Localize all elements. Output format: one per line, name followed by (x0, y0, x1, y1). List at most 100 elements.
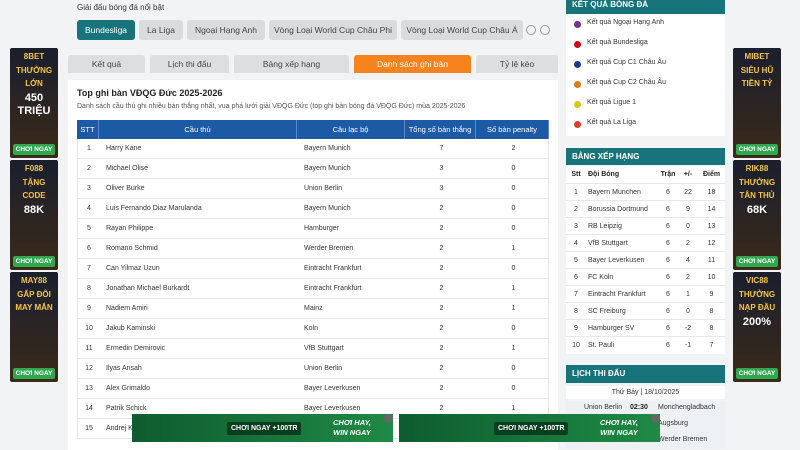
cell: Borussia Dortmund (588, 206, 648, 213)
results-header: KẾT QUẢ BÓNG ĐÁ (566, 0, 725, 14)
cell: Bayer Leverkusen (304, 385, 361, 392)
ad-text: 68K (746, 204, 768, 216)
cell: Union Berlin (304, 365, 343, 372)
cell: 0 (686, 308, 690, 315)
nav-tab[interactable]: Danh sách ghi bàn (354, 55, 471, 73)
cell: 22 (684, 189, 692, 196)
ad-text: THƯỞNG (15, 66, 53, 75)
league-tab[interactable]: Vòng Loại World Cup Châu Phi (269, 20, 397, 40)
arrow-right[interactable] (540, 25, 550, 35)
cell: Rayan Philippe (106, 225, 154, 232)
scorer-row: 11 Ermedin Demirovic VfB Stuttgart 2 1 (77, 339, 549, 359)
league-icon (574, 101, 581, 108)
cell: 6 (666, 308, 670, 315)
nav-tab[interactable]: Lịch thi đấu (150, 55, 229, 73)
cell: St. Pauli (588, 342, 615, 349)
ad-banner[interactable]: RIK88 THƯỞNG TÂN THỦ 68K CHƠI NGAY (733, 160, 781, 270)
cell: Harry Kane (106, 145, 142, 152)
league-tab[interactable]: La Liga (139, 20, 183, 40)
cell: Ilyas Ansah (106, 365, 142, 372)
column-header: Điểm (702, 171, 721, 178)
cell: 3 (574, 223, 578, 230)
cell: 3 (439, 165, 444, 172)
standings-header: BẢNG XẾP HẠNG (566, 148, 725, 165)
ad-brand: MAY88 (21, 276, 47, 285)
cell: 9 (686, 206, 690, 213)
ad-cta: CHƠI NGAY (736, 144, 778, 155)
cell: 7 (574, 291, 578, 298)
cell: 6 (666, 240, 670, 247)
result-link[interactable]: Kết quả Ngoại Hạng Anh (587, 19, 665, 26)
standing-row: 2 Borussia Dortmund 6 9 14 (566, 200, 725, 217)
cell: 8 (87, 285, 91, 292)
cell: Bayern Munich (304, 205, 351, 212)
cell: 6 (666, 325, 670, 332)
ad-banner[interactable]: VIC88 THƯỞNG NẠP ĐẦU 200% CHƠI NGAY (733, 272, 781, 382)
cell: Eintracht Frankfurt (588, 291, 646, 298)
column-header: Cầu thủ (99, 120, 297, 139)
scorer-row: 5 Rayan Philippe Hamburger 2 0 (77, 219, 549, 239)
cell: 1 (511, 345, 516, 352)
arrow-left[interactable] (526, 25, 536, 35)
cell: 3 (439, 185, 444, 192)
cell: 8 (574, 308, 578, 315)
cell: Jakub Kaminski (106, 325, 156, 332)
cell: 6 (666, 206, 670, 213)
cell: 8 (709, 308, 714, 315)
column-header: STT (77, 120, 99, 139)
cell: 10 (707, 274, 716, 281)
cell: VfB Stuttgart (304, 345, 344, 352)
cell: Werder Bremen (304, 245, 354, 252)
cell: 1 (511, 245, 516, 252)
league-tab[interactable]: Ngoại Hạng Anh (187, 20, 265, 40)
fixture-row[interactable]: Union Berlin 02:30 Monchengladbach (566, 401, 725, 417)
cell: 7 (439, 145, 444, 152)
ad-banner[interactable]: F088 TẶNG CODE 88K CHƠI NGAY (10, 160, 58, 270)
cell: 2 (686, 274, 690, 281)
section-label: Giải đấu bóng đá nổi bật (77, 3, 165, 12)
ad-close[interactable] (384, 414, 393, 423)
cell: Eintracht Frankfurt (304, 285, 362, 292)
cell: 7 (709, 342, 714, 349)
sidebar: KẾT QUẢ BÓNG ĐÁ Kết quả Ngoại Hạng Anh Kết… (566, 0, 725, 450)
result-link[interactable]: Kết quả Cup C1 Châu Âu (587, 59, 666, 66)
bottom-ad[interactable]: CHƠI NGAY +100TR CHƠI HAY, WIN NGAY (399, 414, 660, 442)
column-header: Tổng số bàn thắng (405, 120, 476, 139)
cell: 2 (439, 405, 444, 412)
cell: 11 (85, 345, 93, 352)
nav-tab[interactable]: Kết quả (68, 55, 145, 73)
ad-cta: CHƠI NGAY +100TR (494, 422, 569, 435)
cell: Bayern Munchen (588, 189, 641, 196)
result-link[interactable]: Kết quả Bundesliga (587, 39, 648, 46)
ad-text: SIÊU HŨ (740, 66, 774, 75)
league-tab[interactable]: Vòng Loại World Cup Châu Á (401, 20, 523, 40)
ad-banner[interactable]: MIBET SIÊU HŨ TIỀN TỶ CHƠI NGAY (733, 48, 781, 158)
result-link[interactable]: Kết quả La Liga (587, 119, 637, 126)
nav-tab[interactable]: Bảng xếp hạng (234, 55, 349, 73)
column-header: +/- (683, 171, 693, 178)
ad-brand: RIK88 (745, 164, 769, 173)
cell: Hamburger SV (588, 325, 635, 332)
result-link[interactable]: Kết quả Ligue 1 (587, 99, 637, 106)
cell: 0 (511, 325, 516, 332)
scorers-header: STT Cầu thủ Câu lạc bộ Tổng số bàn thắng Số … (77, 120, 549, 139)
scorer-row: 7 Can Yilmaz Uzun Eintracht Frankfurt 2 0 (77, 259, 549, 279)
league-tab[interactable]: Bundesliga (77, 20, 135, 40)
standings-table: Stt Đội Bóng Trận +/- Điểm 1 Bayern Munchen 6 22… (566, 166, 725, 354)
column-header: Đội Bóng (588, 171, 620, 178)
scorers-panel: Top ghi bàn VĐQG Đức 2025-2026 Danh sách … (68, 80, 558, 450)
ad-close[interactable] (651, 414, 660, 423)
cell: Michael Olise (106, 165, 149, 172)
result-link[interactable]: Kết quả Cup C2 Châu Âu (587, 79, 666, 86)
standing-row: 8 SC Freiburg 6 0 8 (566, 302, 725, 319)
nav-tab[interactable]: Tỷ lệ kèo (476, 55, 558, 73)
cell: 1 (87, 145, 91, 152)
cell: Bayer Leverkusen (588, 257, 645, 264)
cell: Jonathan Michael Burkardt (106, 285, 190, 292)
ad-banner[interactable]: 8BET THƯỞNG LỚN 450 TRIỆU CHƠI NGAY (10, 48, 58, 158)
ad-brand: 8BET (23, 52, 45, 61)
ad-banner[interactable]: MAY88 GẤP ĐÔI MAY MẮN CHƠI NGAY (10, 272, 58, 382)
bottom-ad[interactable]: CHƠI NGAY +100TR CHƠI HAY, WIN NGAY (132, 414, 393, 442)
cell: Oliver Burke (106, 185, 145, 192)
ad-text: 88K (23, 204, 45, 216)
